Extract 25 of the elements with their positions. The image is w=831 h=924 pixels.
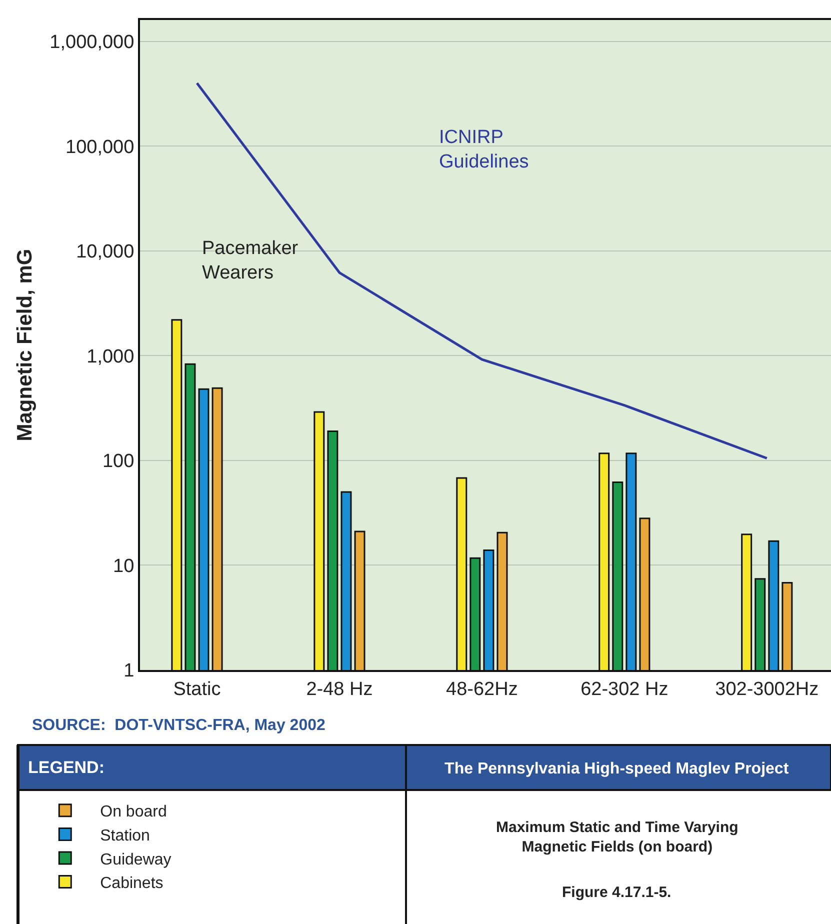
y-tick-label: 10,000: [76, 242, 134, 263]
y-tick-label: 1,000: [86, 346, 134, 368]
y-tick-label: 1: [124, 660, 134, 682]
line-series: [196, 82, 768, 460]
y-tick-label: 100,000: [66, 136, 134, 158]
legend-label: Station: [100, 827, 150, 844]
source-note: SOURCE: DOT-VNTSC-FRA, May 2002: [32, 717, 326, 734]
x-tick-label: Static: [173, 678, 221, 700]
y-tick-label: 10: [113, 556, 134, 577]
legend-label: On board: [100, 804, 167, 821]
legend-label: Cabinets: [100, 875, 164, 892]
caption: Figure 4.17.1-5.: [562, 884, 672, 901]
annotation: ICNIRP Guidelines: [439, 127, 529, 173]
y-axis-title: Magnetic Field, mG: [13, 248, 36, 442]
x-tick-label: 2-48 Hz: [306, 678, 373, 700]
text: The Pennsylvania High-speed Maglev Project: [444, 760, 790, 778]
y-tick-label: 1,000,000: [50, 32, 134, 54]
legend-title: LEGEND:: [28, 758, 104, 777]
x-tick-label: 48-62Hz: [446, 678, 518, 700]
x-tick-label: 302-3002Hz: [715, 678, 819, 700]
x-tick-label: 62-302 Hz: [580, 678, 668, 700]
annotation: Pacemaker Wearers: [202, 238, 299, 284]
legend-label: Guideway: [100, 851, 172, 868]
y-tick-label: 100: [102, 451, 134, 472]
text: Maximum Static and Time Varying Magnetic Fields (on board): [496, 819, 738, 856]
